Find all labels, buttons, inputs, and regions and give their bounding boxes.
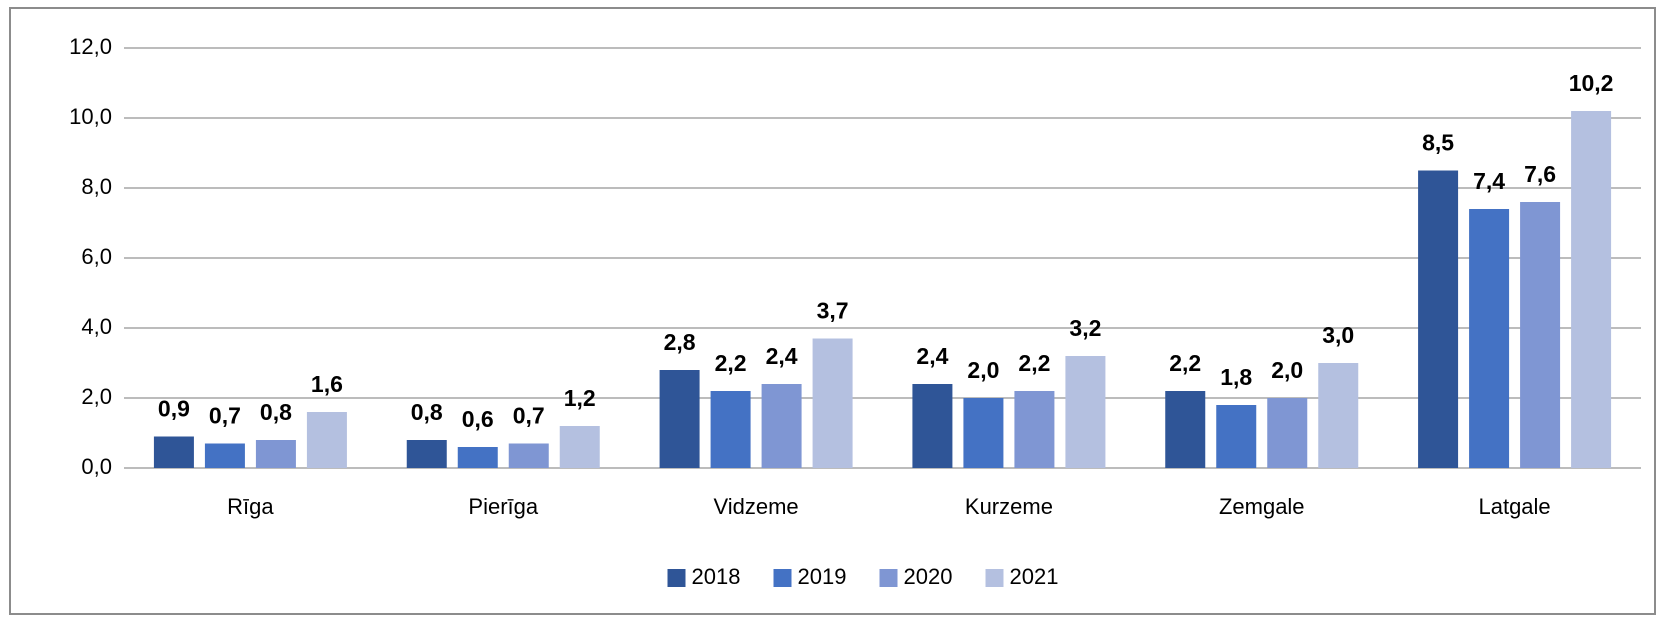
value-label: 2,2	[1169, 350, 1201, 376]
bar	[1267, 398, 1308, 468]
value-label: 3,0	[1322, 322, 1354, 348]
legend-label: 2019	[798, 564, 847, 589]
value-label: 2,8	[664, 329, 696, 355]
bar	[508, 443, 549, 468]
bar	[1469, 209, 1510, 468]
legend-swatch	[879, 569, 898, 587]
bar	[710, 391, 751, 468]
bar	[1014, 391, 1055, 468]
bar	[1065, 356, 1106, 468]
value-label: 2,2	[715, 350, 747, 376]
legend-label: 2021	[1010, 564, 1059, 589]
value-label: 0,9	[158, 396, 190, 422]
chart-frame	[9, 7, 1656, 615]
bar	[963, 398, 1004, 468]
y-tick-label: 8,0	[81, 174, 112, 199]
bar	[1318, 363, 1359, 468]
bar	[1520, 202, 1561, 468]
x-tick-label: Zemgale	[1219, 494, 1305, 519]
bar	[306, 412, 347, 468]
bar	[912, 384, 953, 468]
value-label: 10,2	[1569, 70, 1614, 96]
value-label: 1,8	[1220, 364, 1252, 390]
y-tick-label: 0,0	[81, 454, 112, 479]
bar	[761, 384, 802, 468]
y-tick-label: 2,0	[81, 384, 112, 409]
value-label: 2,0	[1271, 357, 1303, 383]
x-tick-label: Pierīga	[468, 494, 538, 519]
legend-label: 2018	[692, 564, 741, 589]
bar	[153, 436, 194, 468]
value-label: 2,0	[967, 357, 999, 383]
bar	[457, 447, 498, 468]
value-label: 1,2	[564, 385, 596, 411]
y-tick-label: 12,0	[69, 34, 112, 59]
bar	[1216, 405, 1257, 468]
legend-label: 2020	[904, 564, 953, 589]
value-label: 1,6	[311, 371, 343, 397]
x-tick-label: Latgale	[1478, 494, 1550, 519]
value-label: 0,7	[209, 403, 241, 429]
bar	[1571, 111, 1612, 468]
x-tick-label: Kurzeme	[965, 494, 1053, 519]
value-label: 8,5	[1422, 130, 1454, 156]
y-tick-label: 4,0	[81, 314, 112, 339]
y-tick-label: 6,0	[81, 244, 112, 269]
value-label: 0,8	[260, 399, 292, 425]
bar	[1418, 170, 1459, 468]
legend-swatch	[773, 569, 792, 587]
bar	[559, 426, 600, 468]
legend-swatch	[667, 569, 686, 587]
value-label: 7,6	[1524, 161, 1556, 187]
y-tick-label: 10,0	[69, 104, 112, 129]
bar	[1165, 391, 1206, 468]
bar	[255, 440, 296, 468]
legend-swatch	[985, 569, 1004, 587]
bar	[812, 338, 853, 468]
bar	[406, 440, 447, 468]
value-label: 3,7	[817, 298, 849, 324]
value-label: 2,2	[1018, 350, 1050, 376]
value-label: 7,4	[1473, 168, 1505, 194]
value-label: 2,4	[766, 343, 798, 369]
x-tick-label: Vidzeme	[713, 494, 798, 519]
value-label: 3,2	[1069, 315, 1101, 341]
x-tick-label: Rīga	[227, 494, 274, 519]
bar	[204, 443, 245, 468]
value-label: 0,6	[462, 406, 494, 432]
value-label: 2,4	[916, 343, 948, 369]
value-label: 0,7	[513, 403, 545, 429]
value-label: 0,8	[411, 399, 443, 425]
bar	[659, 370, 700, 468]
